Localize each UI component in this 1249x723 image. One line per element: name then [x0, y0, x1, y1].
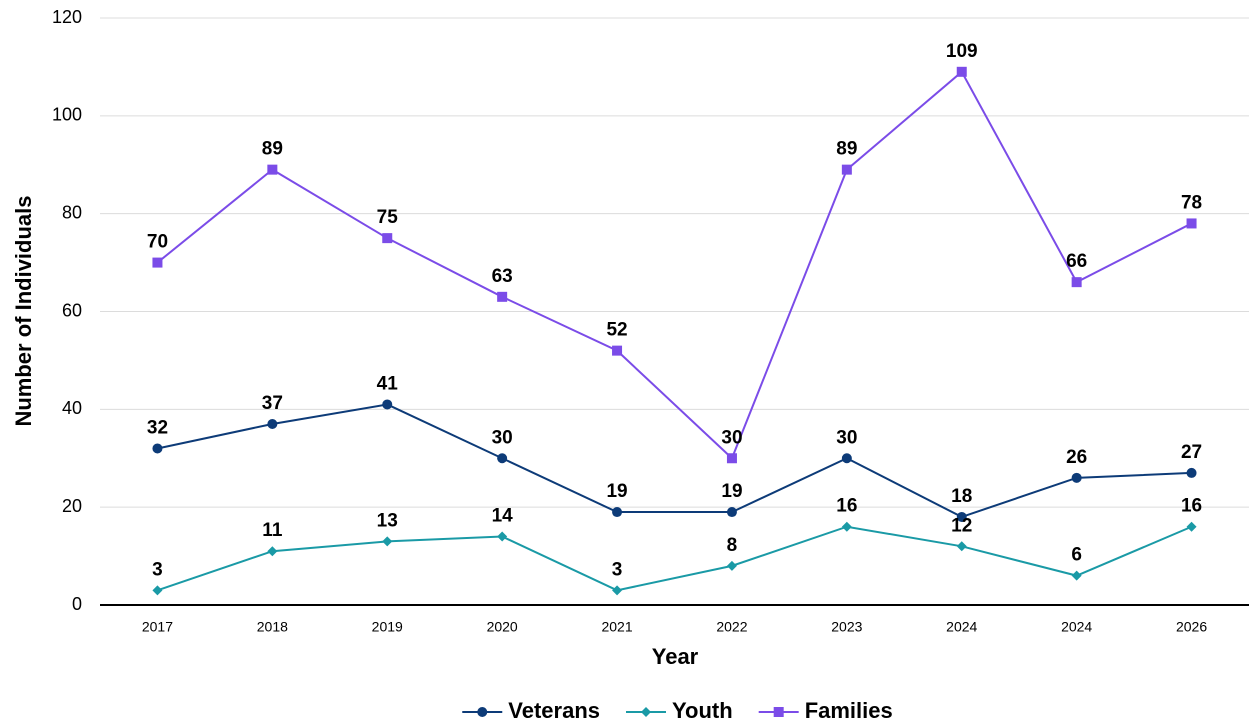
- data-point: [382, 233, 393, 244]
- data-label: 32: [147, 417, 168, 438]
- y-tick-label: 80: [62, 202, 82, 222]
- legend-label: Youth: [672, 698, 733, 723]
- data-point: [267, 164, 278, 175]
- data-label: 66: [1066, 251, 1087, 272]
- data-point: [841, 164, 852, 175]
- series-line: [156, 70, 1193, 460]
- legend-marker: [477, 707, 488, 717]
- data-point: [726, 507, 737, 518]
- data-point: [1071, 472, 1082, 483]
- data-label: 14: [492, 506, 514, 527]
- legend-marker: [773, 707, 784, 717]
- data-label: 89: [836, 139, 857, 160]
- data-label: 3: [152, 559, 163, 580]
- legend-marker: [641, 707, 651, 717]
- legend-label: Veterans: [508, 698, 600, 723]
- data-point: [1186, 521, 1197, 532]
- data-point: [152, 257, 163, 268]
- data-label: 3: [612, 559, 623, 580]
- legend-label: Families: [805, 698, 893, 723]
- data-point: [726, 453, 737, 464]
- legend: Veterans Youth Families: [462, 698, 893, 723]
- data-label: 41: [377, 373, 399, 394]
- data-point: [1186, 467, 1197, 478]
- data-label: 30: [836, 427, 857, 448]
- series-line: [157, 403, 1192, 519]
- data-point: [956, 66, 967, 77]
- data-label: 16: [1181, 496, 1202, 517]
- y-axis-title: Number of Individuals: [11, 195, 36, 426]
- data-point: [497, 291, 508, 302]
- data-point: [497, 531, 508, 542]
- data-point: [1071, 570, 1082, 581]
- data-label: 89: [262, 139, 283, 160]
- data-label: 30: [721, 427, 742, 448]
- data-label: 109: [946, 41, 978, 62]
- x-tick-label: 2019: [372, 619, 403, 635]
- y-tick-label: 40: [62, 398, 82, 418]
- x-tick-label: 2020: [487, 619, 518, 635]
- x-tick-label: 2024: [946, 619, 977, 635]
- data-label: 63: [492, 266, 513, 287]
- x-tick-label: 2018: [257, 619, 288, 635]
- x-axis-title: Year: [652, 644, 699, 669]
- data-point: [956, 511, 967, 522]
- data-point: [612, 345, 623, 356]
- data-point: [152, 585, 163, 596]
- data-label: 12: [951, 515, 972, 536]
- data-point: [382, 399, 393, 410]
- data-point: [1186, 218, 1197, 229]
- y-tick-label: 0: [72, 594, 82, 614]
- data-label: 30: [492, 427, 513, 448]
- data-label: 52: [606, 320, 627, 341]
- data-label: 6: [1071, 545, 1082, 566]
- data-point: [497, 453, 508, 464]
- x-tick-label: 2024: [1061, 619, 1092, 635]
- x-tick-label: 2017: [142, 619, 173, 635]
- x-tick-label: 2023: [831, 619, 862, 635]
- data-point: [841, 521, 852, 532]
- data-label: 11: [262, 520, 283, 541]
- y-tick-label: 120: [52, 7, 82, 27]
- data-point: [612, 507, 623, 518]
- data-label: 70: [147, 232, 168, 253]
- data-label: 75: [377, 207, 399, 228]
- data-label: 16: [836, 496, 857, 517]
- y-tick-label: 20: [62, 496, 82, 516]
- data-label: 13: [377, 510, 398, 531]
- data-label: 78: [1181, 192, 1202, 213]
- data-point: [382, 536, 393, 547]
- data-point: [267, 546, 278, 557]
- x-tick-label: 2022: [716, 619, 747, 635]
- data-label: 27: [1181, 442, 1202, 463]
- data-label: 26: [1066, 447, 1087, 468]
- x-tick-label: 2021: [601, 619, 632, 635]
- y-tick-label: 60: [62, 300, 82, 320]
- data-point: [841, 453, 852, 464]
- data-label: 18: [951, 486, 972, 507]
- data-label: 19: [606, 481, 627, 502]
- y-tick-label: 100: [52, 105, 82, 125]
- data-point: [267, 419, 278, 430]
- data-point: [152, 443, 163, 454]
- series-line: [157, 525, 1192, 592]
- data-label: 8: [727, 535, 738, 556]
- x-tick-label: 2026: [1176, 619, 1207, 635]
- data-label: 37: [262, 393, 283, 414]
- data-point: [726, 560, 737, 571]
- data-point: [956, 541, 967, 552]
- data-point: [1071, 277, 1082, 288]
- data-label: 19: [721, 481, 742, 502]
- data-point: [612, 585, 623, 596]
